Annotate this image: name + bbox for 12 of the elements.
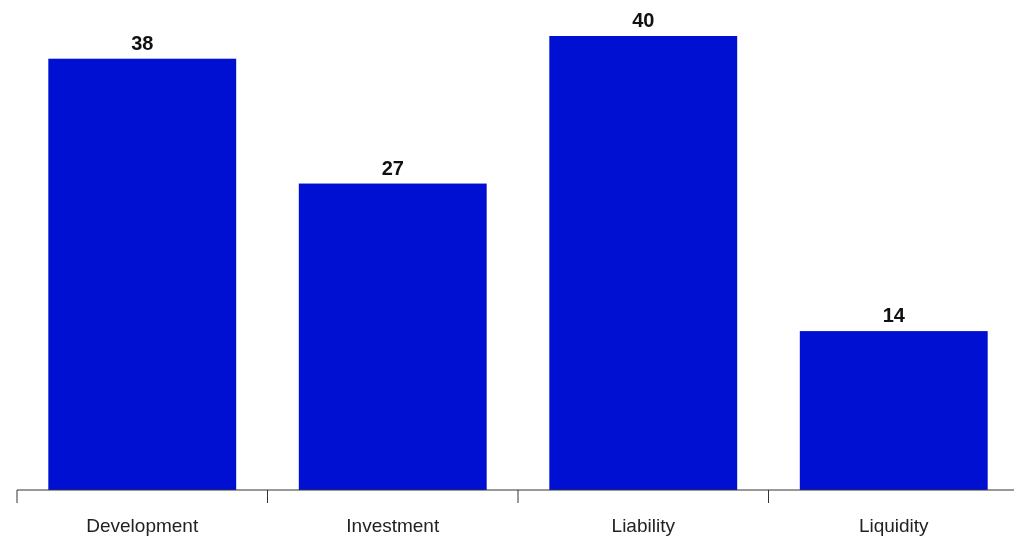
x-tick-label: Liquidity [858,515,930,536]
bar [48,58,237,490]
bar [799,331,988,490]
data-label: 14 [882,304,906,327]
bar [298,183,487,490]
x-tick-label: Liability [611,515,676,536]
x-tick-label: Investment [346,515,440,536]
bar [549,36,738,490]
data-label: 38 [131,31,154,54]
data-label: 40 [632,9,655,31]
x-tick-label: Development [86,515,199,536]
data-label: 27 [381,156,404,179]
